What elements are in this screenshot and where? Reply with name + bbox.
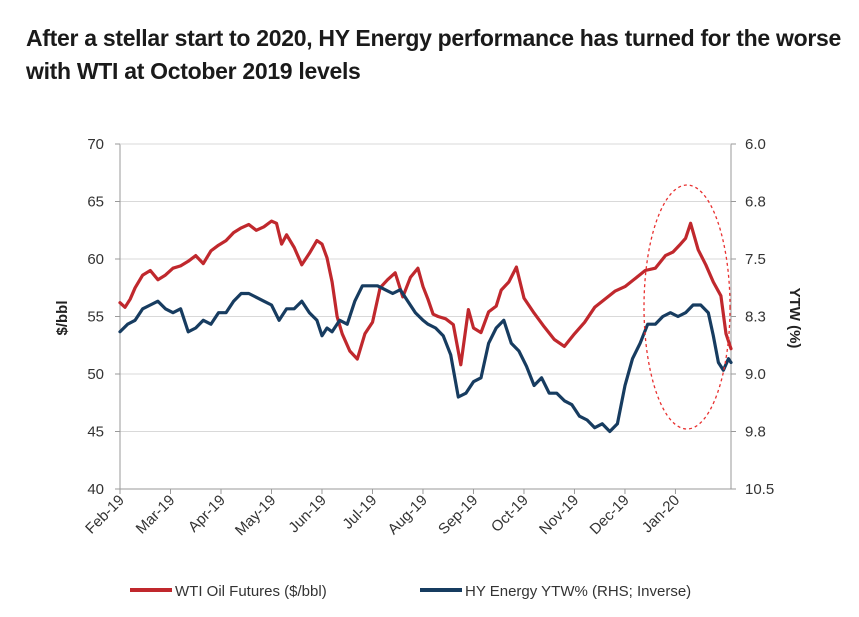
legend: WTI Oil Futures ($/bbl) HY Energy YTW% (… — [130, 583, 691, 600]
axes — [115, 143, 736, 494]
x-tick-label: Feb-19 — [82, 492, 128, 538]
y2-tick-label: 6.0 — [745, 136, 766, 153]
x-tick-label: Aug-19 — [385, 492, 431, 538]
wti-series-line — [118, 219, 733, 367]
x-tick-label: Sep-19 — [435, 492, 481, 538]
y2-tick-label: 9.0 — [745, 366, 766, 383]
x-tick-label: May-19 — [232, 492, 279, 539]
legend-hy-label: HY Energy YTW% (RHS; Inverse) — [465, 583, 691, 600]
chart-title: After a stellar start to 2020, HY Energy… — [26, 25, 841, 84]
x-tick-label: Mar-19 — [133, 492, 179, 538]
y2-tick-label: 7.5 — [745, 251, 766, 268]
legend-wti-label: WTI Oil Futures ($/bbl) — [175, 583, 327, 600]
x-tick-label: Jul-19 — [339, 492, 380, 533]
y2-tick-label: 9.8 — [745, 424, 766, 441]
y2-tick-label: 10.5 — [745, 481, 774, 498]
y-tick-label: 60 — [87, 251, 104, 268]
y-tick-label: 50 — [87, 366, 104, 383]
x-tick-label: Jun-19 — [285, 492, 329, 536]
y2-tick-label: 8.3 — [745, 309, 766, 326]
grid-lines — [120, 201, 731, 432]
y-tick-label: 40 — [87, 481, 104, 498]
x-tick-label: Oct-19 — [488, 492, 532, 536]
y-axis-title: $/bbl — [54, 300, 71, 335]
y-tick-label: 45 — [87, 424, 104, 441]
y-tick-label: 70 — [87, 136, 104, 153]
y2-tick-label: 6.8 — [745, 194, 766, 211]
x-tick-label: Jan-20 — [639, 492, 683, 536]
highlight-ellipse — [643, 184, 731, 430]
series-lines — [118, 219, 733, 434]
x-tick-label: Nov-19 — [536, 492, 582, 538]
tick-labels: 70 6.0 65 6.8 60 7.5 55 8.3 50 9.0 45 9.8 40 10.5 Feb-… — [82, 136, 774, 539]
hy-energy-series-line — [118, 284, 733, 434]
x-tick-label: Dec-19 — [587, 492, 633, 538]
y2-axis-title: YTW (%) — [786, 288, 803, 349]
y-tick-label: 65 — [87, 194, 104, 211]
y-tick-label: 55 — [87, 309, 104, 326]
x-tick-label: Apr-19 — [185, 492, 229, 536]
